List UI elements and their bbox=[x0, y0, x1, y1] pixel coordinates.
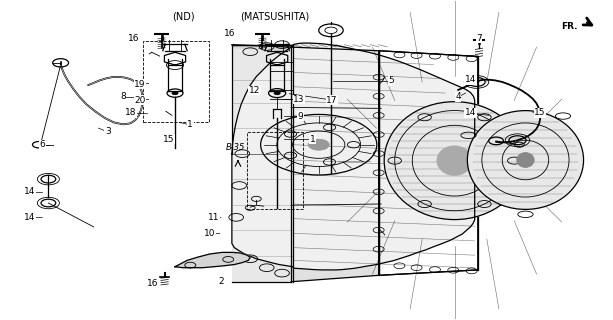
Text: (ND): (ND) bbox=[172, 12, 194, 22]
Text: 5: 5 bbox=[388, 76, 394, 85]
Circle shape bbox=[274, 92, 280, 95]
Text: 11: 11 bbox=[208, 213, 219, 222]
Polygon shape bbox=[232, 45, 291, 282]
Text: 9: 9 bbox=[297, 112, 303, 121]
Text: 10: 10 bbox=[204, 229, 216, 238]
Ellipse shape bbox=[437, 146, 472, 175]
Polygon shape bbox=[227, 10, 603, 303]
Text: 8: 8 bbox=[120, 92, 126, 101]
Text: 1: 1 bbox=[310, 135, 316, 144]
Text: 19: 19 bbox=[134, 80, 146, 89]
Text: 14: 14 bbox=[25, 188, 36, 196]
Text: 16: 16 bbox=[147, 279, 158, 288]
Text: 2: 2 bbox=[218, 277, 224, 286]
Polygon shape bbox=[232, 43, 474, 270]
Text: 16: 16 bbox=[224, 29, 236, 38]
Text: 16: 16 bbox=[128, 34, 140, 43]
Ellipse shape bbox=[384, 102, 525, 220]
Text: 12: 12 bbox=[249, 86, 260, 95]
Text: 1: 1 bbox=[188, 120, 193, 130]
Text: 3: 3 bbox=[105, 127, 110, 136]
Text: 14: 14 bbox=[465, 108, 476, 117]
Polygon shape bbox=[291, 45, 379, 282]
Bar bbox=[246, 132, 303, 209]
Text: 18: 18 bbox=[124, 108, 136, 117]
Text: 6: 6 bbox=[39, 140, 45, 149]
Text: 15: 15 bbox=[163, 135, 175, 144]
Text: 20: 20 bbox=[134, 96, 146, 105]
Text: 15: 15 bbox=[535, 108, 546, 117]
Text: FR.: FR. bbox=[562, 22, 577, 31]
Text: B-35: B-35 bbox=[226, 143, 245, 152]
Text: 17: 17 bbox=[327, 96, 338, 105]
Polygon shape bbox=[232, 45, 379, 55]
Text: 4: 4 bbox=[455, 92, 461, 101]
Text: 14: 14 bbox=[465, 75, 476, 84]
Polygon shape bbox=[175, 252, 250, 268]
Circle shape bbox=[172, 92, 178, 95]
Bar bbox=[143, 41, 209, 123]
Text: 13: 13 bbox=[294, 95, 305, 104]
Ellipse shape bbox=[467, 111, 584, 209]
Text: (MATSUSHITA): (MATSUSHITA) bbox=[240, 12, 310, 22]
Text: 14: 14 bbox=[25, 213, 36, 222]
Circle shape bbox=[308, 139, 329, 150]
Text: 7: 7 bbox=[476, 34, 482, 43]
Ellipse shape bbox=[517, 153, 534, 167]
